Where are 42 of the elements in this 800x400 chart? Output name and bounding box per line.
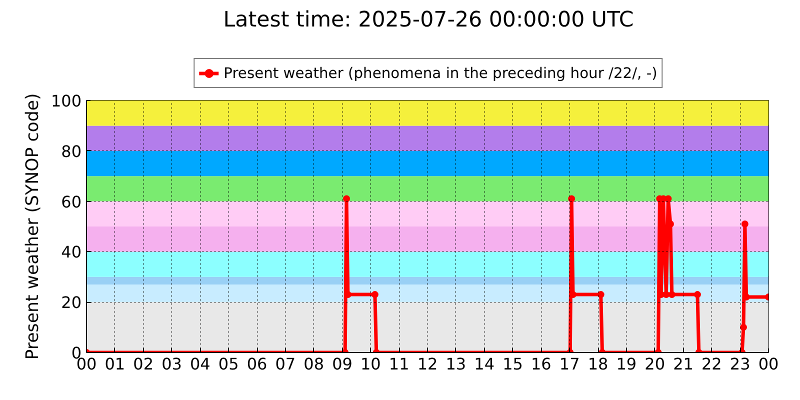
x-tick-label: 00 bbox=[758, 354, 779, 374]
x-tick-label: 16 bbox=[530, 354, 552, 374]
x-tick-label: 17 bbox=[559, 354, 580, 374]
x-tick-label: 06 bbox=[246, 354, 268, 374]
point bbox=[668, 291, 676, 298]
y-tick-label: 40 bbox=[61, 242, 82, 262]
x-tick-label: 21 bbox=[673, 354, 694, 374]
x-tick-label: 02 bbox=[133, 354, 154, 374]
x-tick-label: 20 bbox=[644, 354, 666, 374]
y-tick-label: 60 bbox=[61, 192, 82, 212]
y-tick-label: 100 bbox=[50, 92, 82, 110]
y-tick-label: 80 bbox=[61, 142, 82, 161]
y-axis-title: Present weather (SYNOP code) bbox=[22, 93, 43, 360]
point bbox=[568, 195, 576, 202]
point bbox=[343, 195, 350, 202]
x-tick-label: 09 bbox=[332, 354, 352, 374]
x-tick-label: 03 bbox=[162, 354, 182, 374]
x-tick-label: 08 bbox=[304, 354, 324, 374]
x-tick-label: 19 bbox=[616, 354, 637, 374]
point bbox=[597, 291, 604, 298]
x-tick-label: 10 bbox=[360, 354, 381, 374]
x-tick-label: 22 bbox=[701, 354, 722, 374]
x-tick-label: 15 bbox=[502, 354, 523, 374]
point bbox=[741, 220, 748, 228]
point bbox=[662, 291, 670, 298]
x-tick-label: 13 bbox=[446, 354, 466, 374]
y-tick-label: 20 bbox=[61, 293, 82, 312]
x-tick-label: 11 bbox=[388, 354, 410, 374]
x-tick-label: 05 bbox=[218, 354, 239, 374]
x-tick-label: 18 bbox=[588, 354, 608, 374]
x-tick-label: 01 bbox=[104, 354, 126, 374]
x-tick-label: 12 bbox=[417, 354, 438, 374]
point bbox=[664, 195, 672, 202]
legend-label: Present weather (phenomena in the preceding hour /22/, -) bbox=[224, 64, 658, 82]
chart-title: Latest time: 2025-07-26 00:00:00 UTC bbox=[223, 8, 634, 32]
point bbox=[694, 291, 701, 298]
x-tick-label: 04 bbox=[190, 354, 210, 374]
point bbox=[740, 324, 747, 331]
x-tick-label: 07 bbox=[275, 354, 296, 374]
x-tick-label: 23 bbox=[730, 354, 750, 374]
x-tick-label: 14 bbox=[474, 354, 495, 374]
point bbox=[371, 291, 378, 298]
